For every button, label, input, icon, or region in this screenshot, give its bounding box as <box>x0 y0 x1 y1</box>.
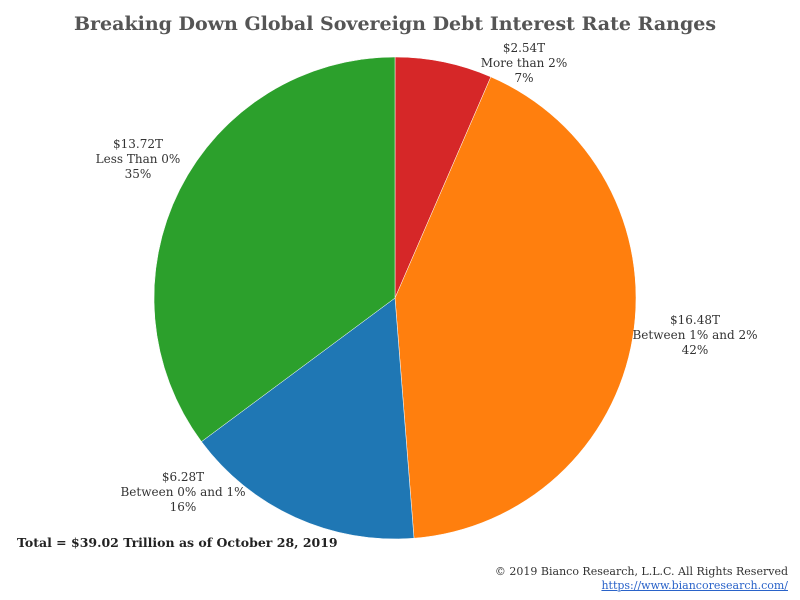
slice-category-label: Between 0% and 1% <box>120 485 245 499</box>
slice-percent-label: 42% <box>682 343 709 357</box>
slice-label-3: $6.28T Between 0% and 1% 16% <box>120 470 245 514</box>
slice-value-label: $16.48T <box>670 313 720 327</box>
chart-title: Breaking Down Global Sovereign Debt Inte… <box>74 13 716 35</box>
pie-slice-4 <box>153 56 396 442</box>
slice-category-label: More than 2% <box>481 56 567 70</box>
slice-percent-label: 35% <box>125 167 152 181</box>
copyright-text: © 2019 Bianco Research, L.L.C. All Right… <box>494 565 788 578</box>
slice-percent-label: 16% <box>170 500 197 514</box>
slice-label-4: $13.72T Less Than 0% 35% <box>96 137 181 181</box>
slice-category-label: Between 1% and 2% <box>632 328 757 342</box>
slice-value-label: $6.28T <box>162 470 204 484</box>
slice-percent-label: 7% <box>514 71 533 85</box>
slice-label-1: $2.54T More than 2% 7% <box>481 41 567 85</box>
slice-labels: $2.54T More than 2% 7% $16.48T Between 1% an… <box>96 41 758 514</box>
slice-value-label: $2.54T <box>503 41 545 55</box>
pie-slice-3 <box>201 297 415 540</box>
pie-slice-2 <box>394 76 637 539</box>
slice-value-label: $13.72T <box>113 137 163 151</box>
pie-slices <box>153 56 637 540</box>
slice-category-label: Less Than 0% <box>96 152 181 166</box>
total-note: Total = $39.02 Trillion as of October 28… <box>17 535 338 550</box>
slice-label-2: $16.48T Between 1% and 2% 42% <box>632 313 757 357</box>
website-link[interactable]: https://www.biancoresearch.com/ <box>601 579 788 592</box>
